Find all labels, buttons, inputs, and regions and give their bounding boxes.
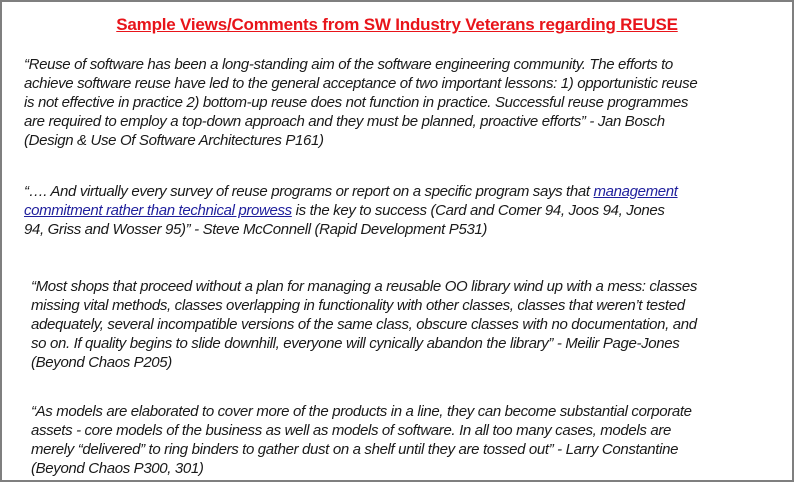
quote-text: is the key to success (Card and Comer 94… (291, 202, 665, 219)
quote-line: (Beyond Chaos P300, 301) (31, 460, 204, 477)
quote-steve-mcconnell: “…. And virtually every survey of reuse … (24, 182, 678, 239)
quote-line: (Design & Use Of Software Architectures … (24, 132, 324, 149)
quote-line: adequately, several incompatible version… (31, 316, 697, 333)
quote-line: “As models are elaborated to cover more … (31, 403, 692, 420)
quote-line: “Most shops that proceed without a plan … (31, 278, 697, 295)
quote-jan-bosch: “Reuse of software has been a long-stand… (24, 55, 698, 150)
quote-line: merely “delivered” to ring binders to ga… (31, 441, 679, 458)
management-commitment-link[interactable]: commitment rather than technical prowess (24, 202, 292, 219)
quote-text: “…. And virtually every survey of reuse … (24, 183, 594, 200)
quote-line: “Reuse of software has been a long-stand… (24, 56, 673, 73)
quote-meilir-page-jones: “Most shops that proceed without a plan … (31, 277, 697, 372)
quote-line: (Beyond Chaos P205) (31, 354, 172, 371)
quote-line: assets - core models of the business as … (31, 422, 671, 439)
quote-line: are required to employ a top-down approa… (24, 113, 665, 130)
quote-line: missing vital methods, classes overlappi… (31, 297, 685, 314)
slide-title: Sample Views/Comments from SW Industry V… (116, 15, 678, 34)
quote-line: is not effective in practice 2) bottom-u… (24, 94, 689, 111)
quote-line: commitment rather than technical prowess… (24, 201, 678, 220)
quote-larry-constantine: “As models are elaborated to cover more … (31, 402, 692, 478)
quote-line: achieve software reuse have led to the g… (24, 75, 698, 92)
quote-line: so on. If quality begins to slide downhi… (31, 335, 680, 352)
quote-line: 94, Griss and Wosser 95)” - Steve McConn… (24, 221, 488, 238)
quote-line: “…. And virtually every survey of reuse … (24, 182, 678, 201)
management-commitment-link[interactable]: management (593, 183, 678, 200)
